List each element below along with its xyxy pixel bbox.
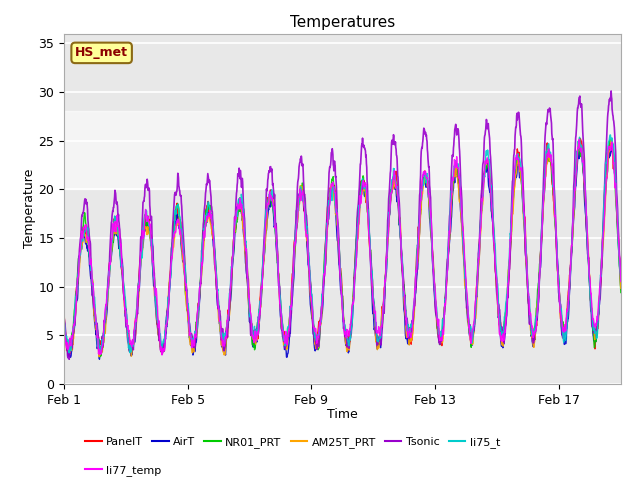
Title: Temperatures: Temperatures (290, 15, 395, 30)
X-axis label: Time: Time (327, 408, 358, 421)
Legend: li77_temp: li77_temp (81, 460, 166, 480)
Bar (64, 111, 621, 189)
Text: HS_met: HS_met (75, 47, 128, 60)
Y-axis label: Temperature: Temperature (22, 169, 36, 249)
